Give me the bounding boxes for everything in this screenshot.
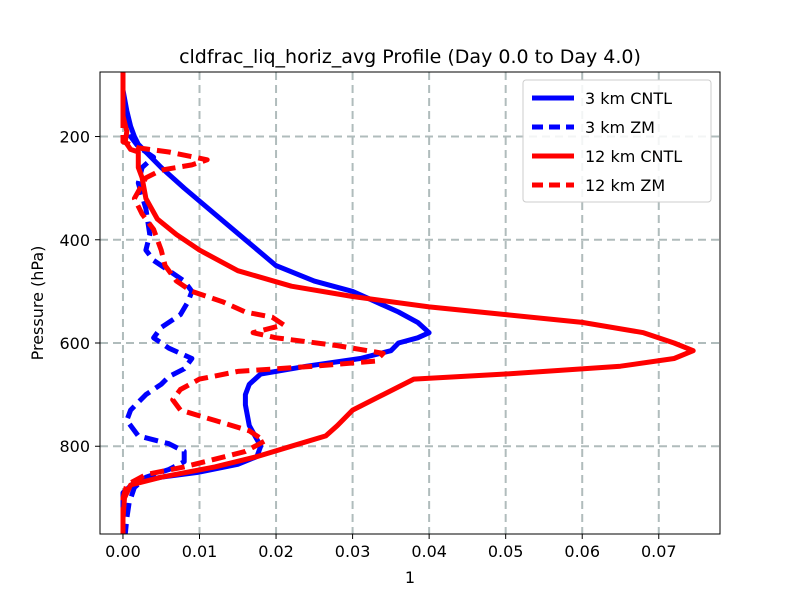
grid	[100, 72, 720, 534]
x-tick-label: 0.06	[564, 542, 600, 561]
x-tick-label: 0.04	[411, 542, 447, 561]
y-tick-label: 800	[59, 437, 90, 456]
series-line-3	[120, 72, 386, 534]
x-tick-label: 0.07	[641, 542, 677, 561]
legend-label: 12 km CNTL	[585, 147, 682, 166]
legend-box	[522, 79, 712, 203]
x-axis-label: 1	[405, 568, 415, 587]
plot-series	[120, 72, 696, 534]
series-line-1	[120, 72, 195, 534]
x-tick-label: 0.05	[488, 542, 524, 561]
x-tick-label: 0.01	[182, 542, 218, 561]
legend-label: 12 km ZM	[585, 176, 665, 195]
y-tick-label: 600	[59, 334, 90, 353]
x-tick-label: 0.00	[105, 542, 141, 561]
y-tick-label: 200	[59, 128, 90, 147]
y-tick-label: 400	[59, 231, 90, 250]
legend-label: 3 km CNTL	[585, 89, 672, 108]
y-axis-label: Pressure (hPa)	[28, 246, 47, 361]
axis-ticks: 0.00 0.01 0.02 0.03 0.04 0.05 0.06 0.07 200 400 60…	[59, 128, 676, 561]
x-tick-label: 0.03	[335, 542, 371, 561]
legend: 3 km CNTL 3 km ZM 12 km CNTL 12 km ZM	[522, 79, 712, 203]
x-tick-label: 0.02	[258, 542, 294, 561]
chart-title: cldfrac_liq_horiz_avg Profile (Day 0.0 t…	[179, 46, 641, 68]
legend-label: 3 km ZM	[585, 118, 655, 137]
plot-frame	[99, 71, 721, 535]
series-line-2	[120, 72, 696, 534]
